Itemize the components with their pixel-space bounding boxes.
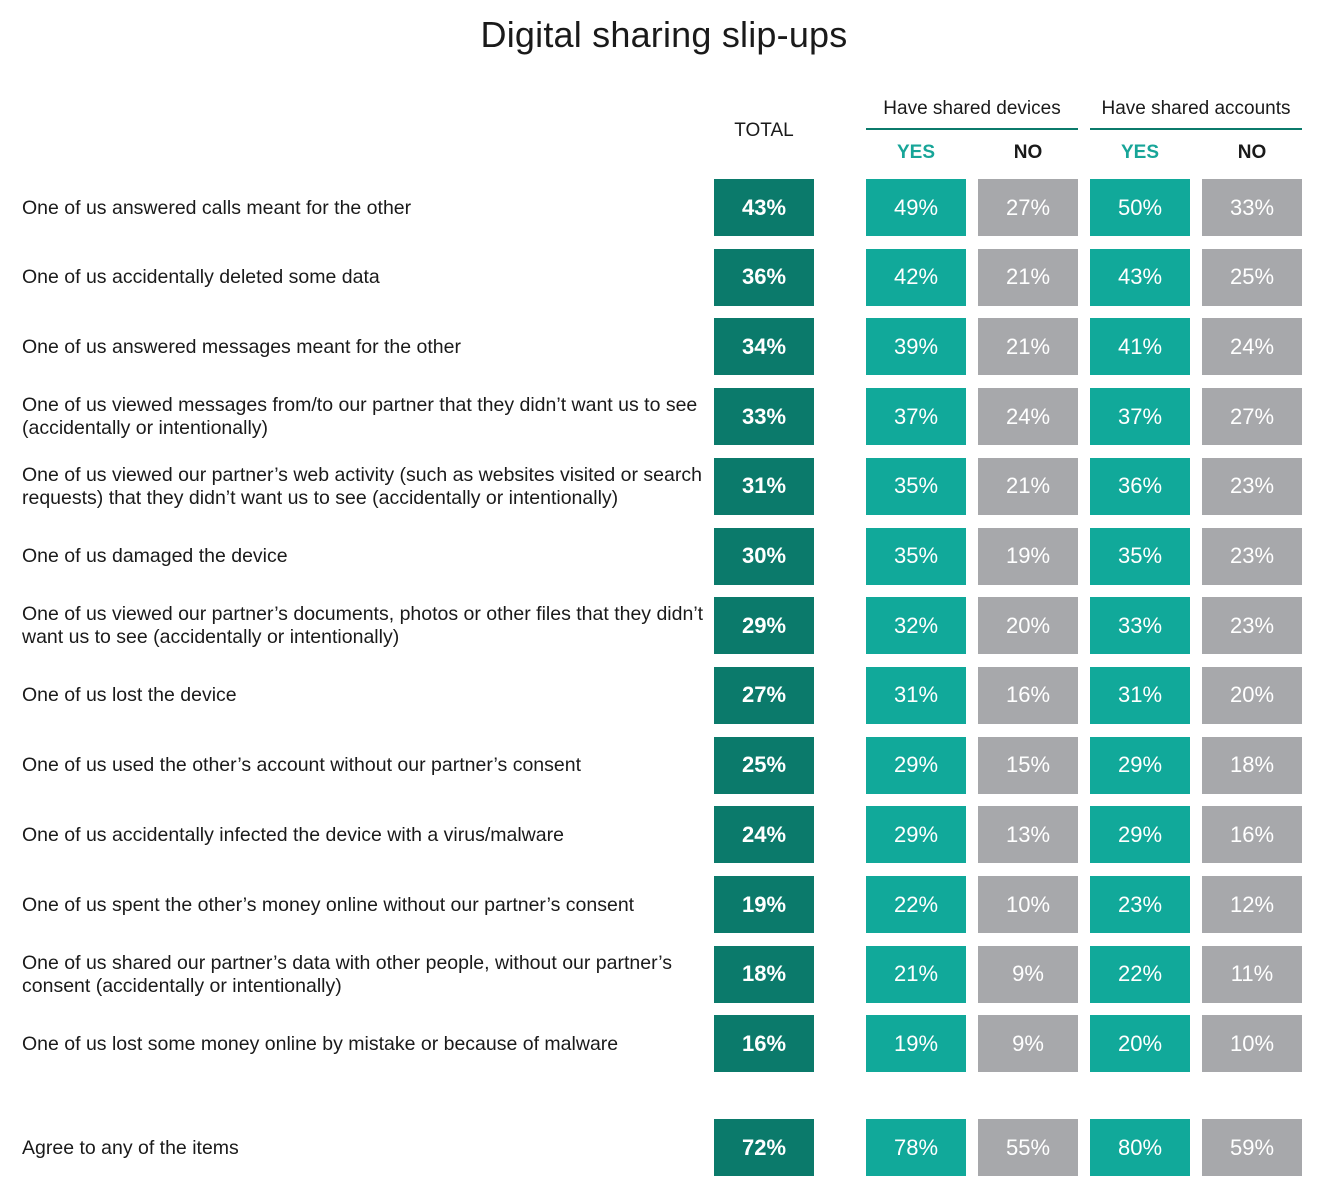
chart-title: Digital sharing slip-ups	[480, 14, 848, 55]
cell-total-row-8: 27%	[714, 666, 814, 724]
cell-total-row-6: 30%	[714, 527, 814, 585]
cell-devices-yes-row-9: 29%	[866, 736, 966, 794]
cell-devices-no-row-9: 15%	[978, 736, 1078, 794]
group-underline-accounts	[1090, 128, 1302, 130]
cell-accounts-no-row-9: 18%	[1202, 736, 1302, 794]
cell-accounts-no-row-10: 16%	[1202, 806, 1302, 864]
cell-devices-no-row-10: 13%	[978, 806, 1078, 864]
cell-accounts-no-row-8: 20%	[1202, 666, 1302, 724]
column-header-devices-no: NO	[1013, 142, 1043, 163]
cell-accounts-yes-row-7: 33%	[1090, 597, 1190, 655]
cell-devices-no-summary: 55%	[978, 1119, 1078, 1176]
cell-devices-yes-row-10: 29%	[866, 806, 966, 864]
cell-devices-no-row-7: 20%	[978, 597, 1078, 655]
cell-total-row-5: 31%	[714, 457, 814, 515]
cell-total-row-3: 34%	[714, 318, 814, 376]
cell-accounts-yes-row-2: 43%	[1090, 248, 1190, 306]
column-header-devices-yes: YES	[896, 142, 936, 163]
cell-accounts-yes-row-4: 37%	[1090, 388, 1190, 446]
row-label-row-4: One of us viewed messages from/to our pa…	[22, 394, 698, 440]
row-label-row-11: One of us spent the other’s money online…	[22, 893, 635, 916]
cell-devices-yes-row-13: 19%	[866, 1015, 966, 1073]
cell-devices-yes-row-4: 37%	[866, 388, 966, 446]
cell-total-row-4: 33%	[714, 388, 814, 446]
row-label-row-1: One of us answered calls meant for the o…	[22, 196, 412, 219]
cell-accounts-no-row-13: 10%	[1202, 1015, 1302, 1073]
cell-devices-no-row-8: 16%	[978, 666, 1078, 724]
row-label-row-9: One of us used the other’s account witho…	[22, 754, 581, 777]
cell-devices-no-row-4: 24%	[978, 388, 1078, 446]
group-underline-devices	[866, 128, 1078, 130]
cell-accounts-yes-row-9: 29%	[1090, 736, 1190, 794]
cell-accounts-yes-row-6: 35%	[1090, 527, 1190, 585]
cell-devices-yes-row-6: 35%	[866, 527, 966, 585]
row-label-row-3: One of us answered messages meant for th…	[22, 335, 461, 358]
cell-accounts-yes-row-10: 29%	[1090, 806, 1190, 864]
cell-devices-no-row-11: 10%	[978, 876, 1078, 933]
cell-accounts-no-row-5: 23%	[1202, 457, 1302, 515]
cell-devices-yes-row-1: 49%	[866, 179, 966, 236]
cell-total-row-12: 18%	[714, 945, 814, 1003]
cell-total-row-7: 29%	[714, 597, 814, 655]
cell-devices-yes-row-7: 32%	[866, 597, 966, 655]
cell-accounts-no-row-6: 23%	[1202, 527, 1302, 585]
cell-devices-yes-row-5: 35%	[866, 457, 966, 515]
cell-devices-yes-row-2: 42%	[866, 248, 966, 306]
cell-accounts-no-row-11: 12%	[1202, 876, 1302, 933]
column-header-accounts-no: NO	[1237, 142, 1267, 163]
row-label-row-7: One of us viewed our partner’s documents…	[22, 603, 704, 649]
cell-accounts-yes-row-8: 31%	[1090, 666, 1190, 724]
row-label-row-5: One of us viewed our partner’s web activ…	[22, 463, 702, 509]
cell-devices-no-row-5: 21%	[978, 457, 1078, 515]
cell-accounts-no-row-4: 27%	[1202, 388, 1302, 446]
row-label-row-12: One of us shared our partner’s data with…	[22, 951, 673, 997]
cell-devices-no-row-1: 27%	[978, 179, 1078, 236]
row-label-row-6: One of us damaged the device	[22, 545, 288, 567]
row-label-summary: Agree to any of the items	[22, 1136, 239, 1159]
group-header-devices: Have shared devices	[883, 98, 1061, 119]
column-header-accounts-yes: YES	[1120, 142, 1160, 163]
cell-devices-no-row-12: 9%	[978, 945, 1078, 1003]
cell-total-row-1: 43%	[714, 179, 814, 236]
cell-accounts-no-row-2: 25%	[1202, 248, 1302, 306]
cell-accounts-no-row-3: 24%	[1202, 318, 1302, 376]
cell-accounts-yes-row-12: 22%	[1090, 945, 1190, 1003]
cell-devices-yes-row-3: 39%	[866, 318, 966, 376]
group-header-accounts: Have shared accounts	[1101, 98, 1291, 119]
cell-devices-yes-row-8: 31%	[866, 666, 966, 724]
cell-accounts-yes-row-5: 36%	[1090, 457, 1190, 515]
cell-accounts-yes-row-13: 20%	[1090, 1015, 1190, 1073]
column-header-total: TOTAL	[734, 120, 794, 141]
cell-total-row-11: 19%	[714, 876, 814, 933]
row-label-row-13: One of us lost some money online by mist…	[22, 1032, 619, 1055]
cell-devices-no-row-2: 21%	[978, 248, 1078, 306]
cell-total-row-10: 24%	[714, 806, 814, 864]
row-label-row-10: One of us accidentally infected the devi…	[22, 823, 564, 846]
cell-accounts-no-row-1: 33%	[1202, 179, 1302, 236]
cell-accounts-no-row-7: 23%	[1202, 597, 1302, 655]
cell-accounts-yes-row-1: 50%	[1090, 179, 1190, 236]
cell-total-summary: 72%	[714, 1119, 814, 1176]
cell-devices-yes-summary: 78%	[866, 1119, 966, 1176]
cell-accounts-yes-summary: 80%	[1090, 1119, 1190, 1176]
cell-total-row-9: 25%	[714, 736, 814, 794]
cell-total-row-2: 36%	[714, 248, 814, 306]
row-label-row-8: One of us lost the device	[22, 684, 237, 707]
cell-total-row-13: 16%	[714, 1015, 814, 1073]
cell-devices-yes-row-11: 22%	[866, 876, 966, 933]
row-label-row-2: One of us accidentally deleted some data	[22, 266, 380, 289]
cell-devices-yes-row-12: 21%	[866, 945, 966, 1003]
cell-devices-no-row-13: 9%	[978, 1015, 1078, 1073]
cell-devices-no-row-6: 19%	[978, 527, 1078, 585]
cell-devices-no-row-3: 21%	[978, 318, 1078, 376]
cell-accounts-yes-row-3: 41%	[1090, 318, 1190, 376]
cell-accounts-yes-row-11: 23%	[1090, 876, 1190, 933]
cell-accounts-no-summary: 59%	[1202, 1119, 1302, 1176]
cell-accounts-no-row-12: 11%	[1202, 945, 1302, 1003]
